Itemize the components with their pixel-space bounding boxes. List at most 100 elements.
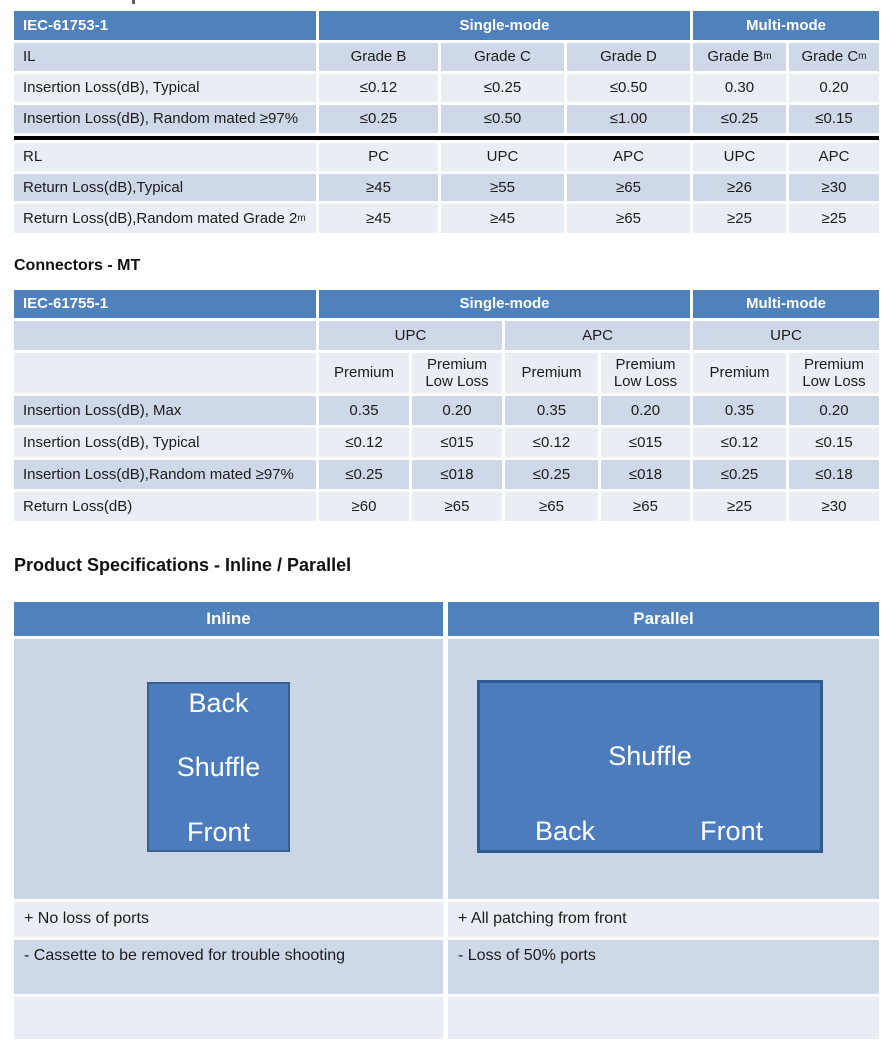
parallel-pro-cell: + All patching from front	[448, 902, 879, 937]
value-cell: PC	[319, 143, 438, 171]
group-header-cell: Single-mode	[319, 290, 690, 318]
connectors-mt-heading: Connectors - MT	[14, 257, 141, 274]
value-cell: ≥60	[319, 492, 409, 521]
value-cell: ≤018	[601, 460, 690, 489]
value-cell: ≤0.12	[319, 74, 438, 102]
row-label-cell: Return Loss(dB),Typical	[14, 174, 316, 201]
row-label-cell	[14, 321, 316, 350]
value-cell: ≥65	[567, 204, 690, 233]
parallel-shuffle-box: Shuffle Back Front	[477, 680, 823, 853]
value-cell: ≤0.25	[693, 105, 786, 133]
row-label-cell: Insertion Loss(dB), Typical	[14, 74, 316, 102]
value-cell: ≥45	[319, 204, 438, 233]
row-label-cell	[14, 353, 316, 393]
parallel-diagram-cell: Shuffle Back Front	[448, 639, 879, 899]
row-label-cell: Insertion Loss(dB), Random mated ≥97%	[14, 105, 316, 133]
value-cell: ≤0.25	[505, 460, 598, 489]
group-header-cell: Multi-mode	[693, 290, 879, 318]
section-divider	[14, 136, 879, 140]
parallel-back-label: Back	[534, 815, 596, 846]
value-cell: 0.20	[412, 396, 502, 425]
value-cell: 0.20	[789, 74, 879, 102]
value-cell: ≤0.25	[319, 460, 409, 489]
row-label-cell: Insertion Loss(dB), Typical	[14, 428, 316, 457]
value-cell: ≤0.12	[505, 428, 598, 457]
value-cell: APC	[567, 143, 690, 171]
value-cell: Premium	[319, 353, 409, 393]
value-cell: ≤015	[601, 428, 690, 457]
value-cell: ≤1.00	[567, 105, 690, 133]
iec-61753-1-table: IEC-61753-1 Single-mode Multi-mode IL Grade …	[14, 11, 879, 233]
value-cell: UPC	[441, 143, 564, 171]
value-cell: Premium	[693, 353, 786, 393]
value-cell: ≥65	[601, 492, 690, 521]
value-cell: 0.30	[693, 74, 786, 102]
value-cell: ≥25	[693, 492, 786, 521]
value-cell: Premium	[505, 353, 598, 393]
value-cell: 0.35	[319, 396, 409, 425]
inline-empty-cell	[14, 997, 443, 1039]
value-cell: Premium Low Loss	[789, 353, 879, 393]
row-label-cell: RL	[14, 143, 316, 171]
value-cell: UPC	[693, 321, 879, 350]
value-cell: ≥26	[693, 174, 786, 201]
value-cell: ≤0.12	[319, 428, 409, 457]
cropped-text-artifact	[132, 0, 135, 4]
value-cell: APC	[505, 321, 690, 350]
product-specifications-heading: Product Specifications - Inline / Parall…	[14, 555, 352, 575]
inline-column-header: Inline	[14, 602, 443, 636]
value-cell: ≥30	[789, 492, 879, 521]
inline-diagram-cell: Back Shuffle Front	[14, 639, 443, 899]
inline-front-label: Front	[186, 816, 251, 847]
value-cell: Premium Low Loss	[601, 353, 690, 393]
value-cell: 0.20	[601, 396, 690, 425]
row-label-cell: Insertion Loss(dB), Max	[14, 396, 316, 425]
value-cell: ≤0.12	[693, 428, 786, 457]
value-cell: ≤0.50	[441, 105, 564, 133]
value-cell: UPC	[693, 143, 786, 171]
iec-61755-1-table: IEC-61755-1 Single-mode Multi-mode UPC APC UP…	[14, 290, 879, 521]
parallel-empty-cell	[448, 997, 879, 1039]
inline-back-label: Back	[188, 688, 249, 718]
value-cell: ≥45	[441, 204, 564, 233]
value-cell: Grade D	[567, 43, 690, 71]
value-cell: ≤0.25	[319, 105, 438, 133]
inline-pro-cell: + No loss of ports	[14, 902, 443, 937]
value-cell: ≥25	[693, 204, 786, 233]
inline-con-cell: - Cassette to be removed for trouble sho…	[14, 940, 443, 994]
group-header-cell: Multi-mode	[693, 11, 879, 40]
value-cell: ≥65	[567, 174, 690, 201]
parallel-con-cell: - Loss of 50% ports	[448, 940, 879, 994]
value-cell: ≤0.50	[567, 74, 690, 102]
value-cell: 0.35	[505, 396, 598, 425]
value-cell: ≤0.18	[789, 460, 879, 489]
value-cell: 0.20	[789, 396, 879, 425]
inline-shuffle-box: Back Shuffle Front	[147, 682, 290, 852]
group-header-cell: Single-mode	[319, 11, 690, 40]
value-cell: Grade C	[441, 43, 564, 71]
value-cell: ≥55	[441, 174, 564, 201]
value-cell: ≤0.25	[693, 460, 786, 489]
value-cell: ≥65	[412, 492, 502, 521]
parallel-front-label: Front	[700, 815, 764, 846]
row-label-cell: Insertion Loss(dB),Random mated ≥97%	[14, 460, 316, 489]
value-cell: 0.35	[693, 396, 786, 425]
value-cell: UPC	[319, 321, 502, 350]
value-cell: ≤0.15	[789, 105, 879, 133]
value-cell: ≥25	[789, 204, 879, 233]
value-cell: ≤018	[412, 460, 502, 489]
row-label-cell: IL	[14, 43, 316, 71]
value-cell: ≤0.15	[789, 428, 879, 457]
value-cell: ≤015	[412, 428, 502, 457]
value-cell: ≥45	[319, 174, 438, 201]
value-cell: Premium Low Loss	[412, 353, 502, 393]
row-label-cell: Return Loss(dB)	[14, 492, 316, 521]
inline-parallel-table: Inline Parallel Back Shuffle Front Shuff…	[14, 602, 879, 1039]
parallel-shuffle-label: Shuffle	[608, 741, 692, 771]
parallel-column-header: Parallel	[448, 602, 879, 636]
table-title-cell: IEC-61753-1	[14, 11, 316, 40]
